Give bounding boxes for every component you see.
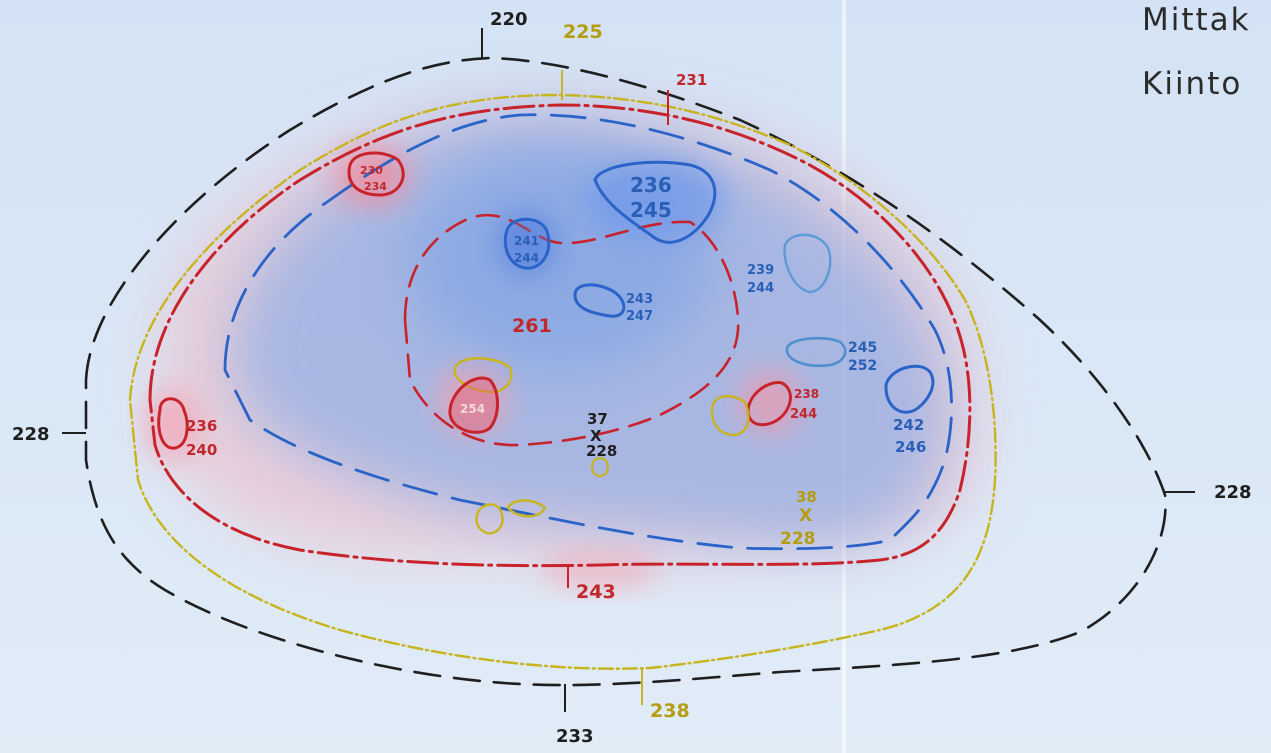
label-red-center: 254 <box>460 402 485 416</box>
label-blue-oval-mid-2: 247 <box>626 309 653 324</box>
label-blue-small-1: 241 <box>514 234 539 248</box>
blue-closed-small <box>503 217 551 270</box>
label-black-top: 220 <box>490 9 528 30</box>
point-38-marker: X <box>799 506 812 526</box>
blue-closed-top-large <box>593 160 717 244</box>
yellow-closed-center <box>453 357 513 394</box>
yellow-small-circle <box>590 456 610 478</box>
label-top-blue-2: 245 <box>630 198 672 222</box>
blue-closed-right <box>884 364 935 414</box>
label-center-peak: 261 <box>512 315 552 337</box>
red-closed-upper-left <box>347 151 405 197</box>
blue-oval-mid <box>573 283 626 318</box>
light-blue-oval <box>785 336 847 368</box>
point-37-height: 228 <box>586 442 617 460</box>
label-black-bottom: 233 <box>556 726 594 747</box>
yellow-contour <box>128 93 997 670</box>
label-light-blue-oval-1: 245 <box>848 340 877 356</box>
red-inner-contour <box>403 213 740 447</box>
blue-spot-wash-top <box>585 160 725 240</box>
label-red-bottom: 243 <box>576 581 616 603</box>
label-blue-small-2: 244 <box>514 251 539 265</box>
red-spot-wash-center <box>437 365 507 435</box>
yellow-closed-bottom-left <box>475 503 504 535</box>
label-red-right-2: 244 <box>790 407 817 422</box>
label-black-right: 228 <box>1214 482 1252 503</box>
red-closed-left <box>157 397 189 450</box>
label-blue-oval-mid-1: 243 <box>626 292 653 307</box>
red-closed-center <box>448 376 499 434</box>
label-black-left: 228 <box>12 424 50 445</box>
black-contour-outer <box>84 56 1167 687</box>
point-37-id: 37 <box>587 410 608 428</box>
point-38-height: 228 <box>780 529 816 549</box>
label-red-top: 231 <box>676 71 707 89</box>
red-closed-right <box>746 381 792 427</box>
yellow-closed-right <box>710 394 750 437</box>
label-light-blue-oval-2: 252 <box>848 358 877 374</box>
label-upper-left-red-1: 230 <box>360 164 383 177</box>
light-blue-closed-right <box>783 233 832 294</box>
label-red-right-1: 238 <box>794 387 819 401</box>
point-37-marker: X <box>590 427 602 445</box>
label-upper-left-red-2: 234 <box>364 180 387 193</box>
label-yellow-bottom: 238 <box>650 700 690 722</box>
label-top-blue-1: 236 <box>630 173 672 197</box>
map-title-line-1: Mittak <box>1142 2 1251 38</box>
label-blue-right-1: 242 <box>893 416 924 434</box>
label-light-blue-right-2: 244 <box>747 281 774 296</box>
red-wash-bottom <box>540 550 660 590</box>
label-left-red-2: 240 <box>186 441 217 459</box>
red-spot-wash-left <box>144 389 200 461</box>
map-title-line-2: Kiinto <box>1142 66 1243 102</box>
label-left-red-1: 236 <box>186 417 217 435</box>
yellow-closed-bottom-right <box>506 499 547 518</box>
label-blue-right-2: 246 <box>895 438 926 456</box>
label-light-blue-right-1: 239 <box>747 263 774 278</box>
red-contour <box>148 103 972 568</box>
label-yellow-top: 225 <box>563 21 603 43</box>
point-38-id: 38 <box>796 488 817 506</box>
blue-dashed-contour <box>223 113 953 551</box>
